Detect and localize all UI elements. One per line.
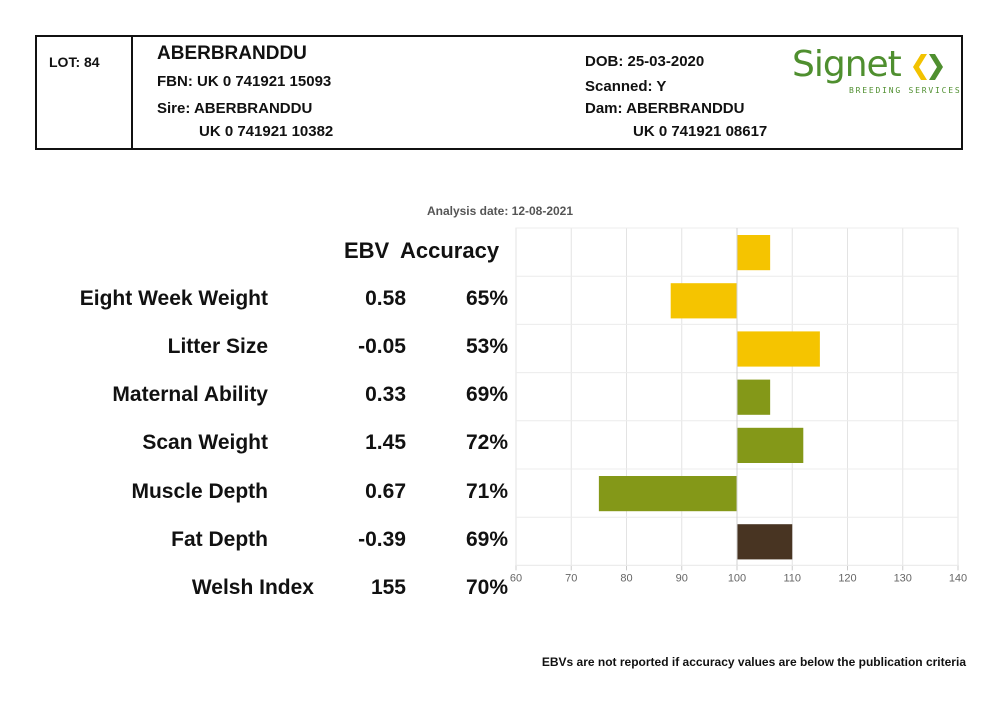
trait-label: Welsh Index: [191, 576, 314, 599]
x-tick-label: 100: [728, 572, 746, 584]
trait-ebv: 155: [370, 576, 406, 599]
lot-number: LOT: 84: [49, 54, 100, 70]
dam-id: UK 0 741921 08617: [633, 123, 768, 140]
trait-accuracy: 69%: [465, 528, 508, 551]
lot-cell: LOT: 84: [37, 37, 133, 148]
x-tick-label: 120: [838, 572, 856, 584]
signet-logo: Signet BREEDING SERVICES: [792, 43, 960, 103]
accuracy-column-header: Accuracy: [400, 238, 500, 263]
trait-ebv: -0.05: [358, 335, 406, 358]
logo-wordmark: Signet: [792, 44, 902, 85]
x-tick-label: 140: [949, 572, 967, 584]
bar: [737, 331, 820, 367]
trait-accuracy: 69%: [465, 383, 508, 406]
sire-label: Sire: ABERBRANDDU: [157, 100, 313, 117]
signet-chevron-icon: [913, 54, 943, 80]
footnote: EBVs are not reported if accuracy values…: [541, 655, 966, 669]
animal-info-header: LOT: 84 ABERBRANDDU FBN: UK 0 741921 150…: [35, 35, 963, 150]
logo-subtitle: BREEDING SERVICES: [849, 86, 962, 95]
x-tick-label: 80: [620, 572, 632, 584]
ebv-column-header: EBV: [344, 238, 390, 263]
x-tick-label: 130: [894, 572, 912, 584]
x-tick-label: 110: [783, 572, 801, 584]
trait-accuracy: 72%: [465, 431, 508, 454]
bar: [737, 427, 804, 463]
dam-label: Dam: ABERBRANDDU: [585, 100, 745, 117]
trait-accuracy: 71%: [465, 480, 508, 503]
trait-label: Scan Weight: [142, 431, 268, 454]
x-tick-label: 90: [676, 572, 688, 584]
trait-accuracy: 53%: [465, 335, 508, 358]
bar: [670, 283, 737, 319]
x-tick-label: 70: [565, 572, 577, 584]
bar: [737, 379, 771, 415]
animal-name: ABERBRANDDU: [157, 43, 307, 64]
fbn: FBN: UK 0 741921 15093: [157, 73, 332, 90]
trait-accuracy: 70%: [465, 576, 508, 599]
trait-ebv: 0.58: [365, 287, 406, 310]
x-tick-label: 60: [510, 572, 522, 584]
trait-label: Fat Depth: [171, 528, 268, 551]
scanned-status: Scanned: Y: [585, 78, 667, 95]
date-of-birth: DOB: 25-03-2020: [585, 53, 705, 70]
trait-ebv: 0.33: [365, 383, 406, 406]
sire-id: UK 0 741921 10382: [199, 123, 334, 140]
trait-ebv: 1.45: [365, 431, 406, 454]
trait-label: Muscle Depth: [131, 480, 268, 503]
trait-accuracy: 65%: [465, 287, 508, 310]
trait-label: Litter Size: [167, 335, 268, 358]
trait-label: Maternal Ability: [112, 383, 268, 406]
bar: [737, 524, 793, 560]
analysis-date: Analysis date: 12-08-2021: [426, 204, 574, 218]
trait-ebv: 0.67: [365, 480, 406, 503]
bar: [598, 476, 737, 512]
bar: [737, 235, 771, 271]
trait-ebv: -0.39: [358, 528, 406, 551]
trait-label: Eight Week Weight: [79, 287, 268, 310]
